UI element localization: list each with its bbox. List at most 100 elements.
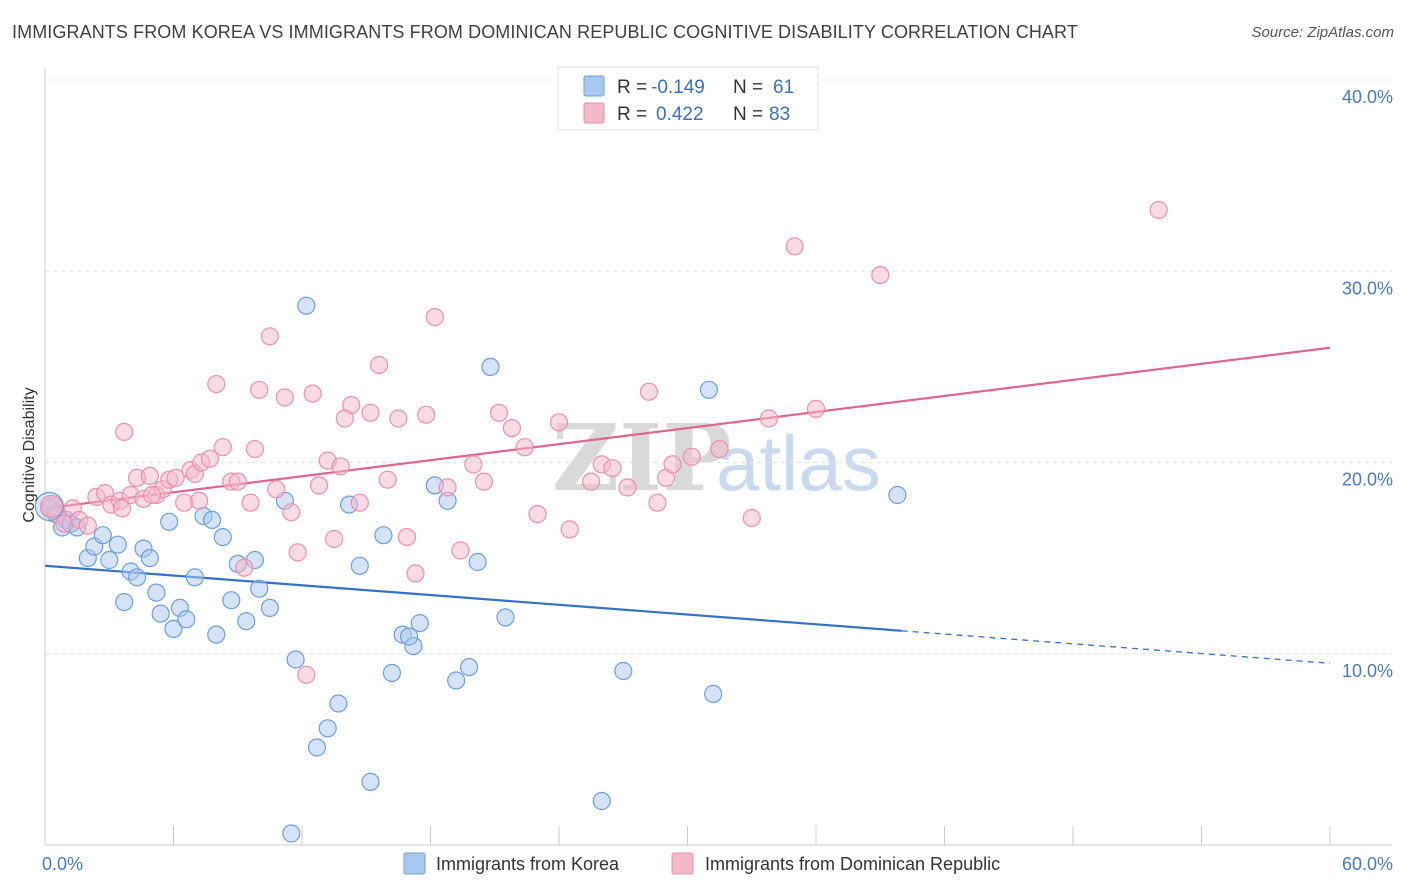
point-korea-10 — [108, 535, 127, 554]
point-dominican-76 — [871, 266, 890, 285]
data-points — [34, 200, 1168, 843]
point-dominican-79 — [143, 485, 162, 505]
y-tick-label-2: 30.0% — [1342, 278, 1393, 298]
point-dominican-19 — [175, 493, 194, 512]
series-legend-label-dominican: Immigrants from Dominican Republic — [705, 854, 1000, 874]
point-korea-8 — [93, 526, 112, 545]
point-dominican-28 — [235, 558, 254, 577]
point-dominican-69 — [663, 455, 682, 474]
point-dominican-71 — [710, 440, 729, 459]
point-dominican-55 — [474, 472, 494, 491]
point-dominican-46 — [378, 470, 397, 489]
point-dominican-72 — [742, 508, 761, 528]
point-dominican-80 — [112, 499, 132, 518]
point-dominican-60 — [549, 413, 569, 432]
point-dominican-34 — [282, 503, 301, 522]
point-dominican-cluster — [39, 494, 64, 519]
series-legend-swatch-korea — [403, 852, 426, 875]
x-tick-label-0: 0.0% — [42, 854, 83, 874]
point-korea-60 — [400, 627, 419, 646]
y-axis-label: Cognitive Disability — [21, 387, 38, 522]
y-tick-labels: 10.0% 20.0% 30.0% 40.0% — [1342, 87, 1393, 681]
point-korea-16 — [147, 583, 166, 602]
legend-n-value-dominican: 83 — [769, 104, 790, 125]
point-dominican-65 — [618, 478, 637, 497]
point-dominican-70 — [682, 447, 701, 466]
point-dominican-82 — [335, 409, 354, 428]
point-korea-24 — [203, 510, 222, 530]
point-dominican-5 — [78, 516, 97, 535]
legend-n-label-dominican: N = — [733, 104, 763, 125]
point-dominican-36 — [297, 665, 316, 684]
point-dominican-43 — [350, 493, 369, 512]
point-dominican-23 — [200, 449, 219, 468]
point-dominican-50 — [417, 405, 436, 424]
point-dominican-66 — [639, 382, 659, 401]
point-dominican-74 — [785, 237, 804, 256]
point-dominican-41 — [331, 457, 350, 476]
point-korea-11 — [115, 592, 134, 612]
point-korea-38 — [329, 694, 348, 713]
point-dominican-77 — [1149, 200, 1168, 220]
chart-title: IMMIGRANTS FROM KOREA VS IMMIGRANTS FROM… — [12, 22, 1078, 42]
point-dominican-49 — [406, 564, 425, 583]
axes — [44, 68, 1392, 846]
point-korea-50 — [460, 657, 479, 677]
point-korea-40 — [350, 556, 369, 575]
point-dominican-40 — [325, 529, 344, 549]
point-dominican-57 — [502, 419, 521, 438]
point-dominican-45 — [370, 355, 389, 375]
point-dominican-54 — [464, 455, 483, 474]
point-korea-17 — [151, 604, 170, 623]
point-korea-15 — [140, 548, 159, 568]
point-dominican-44 — [361, 403, 380, 422]
legend-r-label-dominican: R = — [617, 104, 647, 125]
point-dominican-48 — [397, 527, 416, 547]
legend-n-value-korea: 61 — [773, 77, 794, 98]
point-korea-53 — [496, 608, 515, 627]
x-tick-labels: 0.0% 60.0% — [42, 854, 1393, 874]
point-dominican-32 — [267, 480, 286, 499]
point-korea-51 — [468, 552, 487, 572]
point-dominican-33 — [275, 388, 294, 407]
legend-swatch-dominican — [583, 102, 605, 124]
point-korea-9 — [100, 550, 119, 570]
series-legend-swatch-dominican — [671, 852, 694, 875]
point-korea-57 — [704, 684, 723, 704]
point-korea-46 — [410, 613, 429, 633]
point-dominican-27 — [228, 472, 247, 491]
source-credit: Source: ZipAtlas.com — [1251, 24, 1394, 41]
series-legend: Immigrants from Korea Immigrants from Do… — [403, 852, 1000, 875]
point-dominican-25 — [213, 438, 232, 457]
point-dominican-51 — [425, 308, 444, 327]
point-korea-31 — [250, 579, 269, 598]
legend-swatch-korea — [583, 75, 605, 97]
point-korea-36 — [307, 738, 327, 757]
point-korea-13 — [128, 568, 147, 587]
y-tick-label-1: 20.0% — [1342, 470, 1393, 490]
point-dominican-10 — [115, 422, 134, 441]
point-dominican-58 — [515, 438, 534, 457]
point-dominican-64 — [603, 459, 622, 478]
correlation-legend: R = -0.149 N = 61 R = 0.422 N = 83 — [557, 66, 819, 131]
point-dominican-73 — [759, 409, 779, 428]
point-dominican-81 — [190, 491, 209, 510]
point-korea-37 — [318, 719, 337, 738]
point-korea-34 — [286, 650, 305, 669]
y-tick-label-0: 10.0% — [1342, 661, 1393, 681]
point-korea-52 — [481, 357, 500, 376]
point-korea-29 — [237, 612, 256, 631]
legend-n-label-korea: N = — [733, 77, 763, 98]
point-korea-27 — [222, 591, 241, 610]
point-dominican-18 — [166, 468, 185, 487]
point-dominican-61 — [560, 520, 579, 539]
point-korea-35 — [297, 296, 316, 315]
point-korea-54 — [592, 791, 611, 811]
point-korea-49 — [447, 671, 466, 690]
point-dominican-75 — [806, 399, 826, 418]
point-dominican-14 — [140, 466, 159, 485]
point-dominican-31 — [260, 327, 279, 346]
point-dominican-24 — [207, 375, 226, 394]
point-korea-42 — [374, 526, 393, 545]
